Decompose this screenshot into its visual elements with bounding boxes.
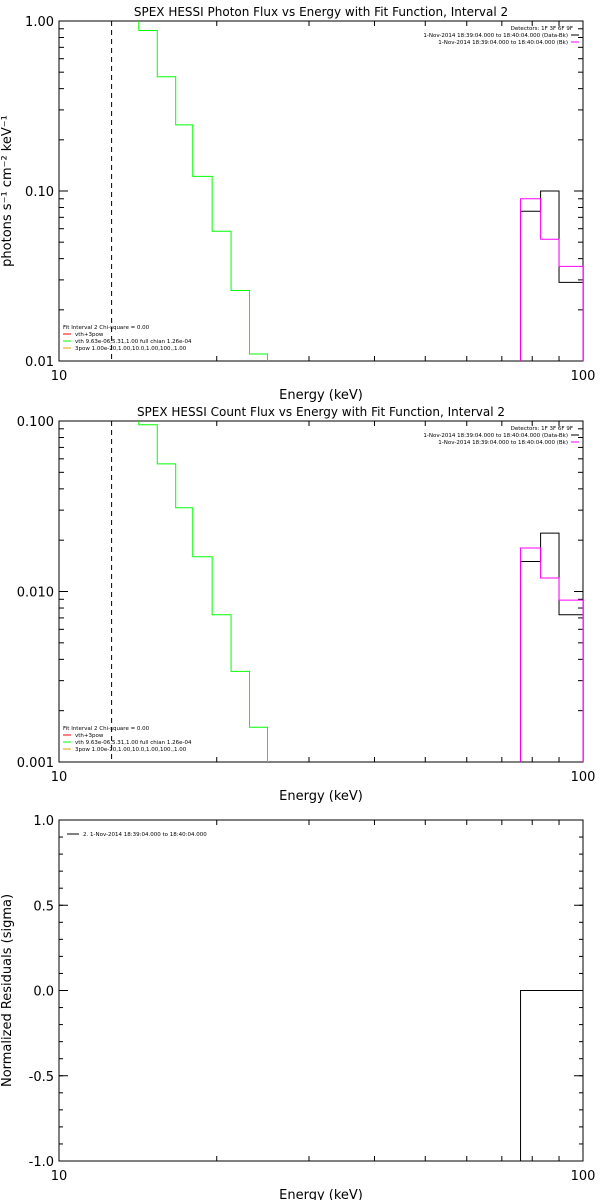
photon-fit-legend-entry: vth+3pow <box>75 332 104 338</box>
count-series-2-line <box>520 547 583 762</box>
count-series-1-line <box>520 532 583 762</box>
resid-y-tick-label: 0.0 <box>33 985 54 1000</box>
count-x-tick-label: 100 <box>571 770 596 785</box>
resid-y-axis-label: Normalized Residuals (sigma) <box>0 894 15 1087</box>
resid-series-0-line <box>520 990 583 1161</box>
photon-y-axis-label: photons s⁻¹ cm⁻² keV⁻¹ <box>0 115 15 267</box>
photon-x-tick-label: 100 <box>571 369 596 384</box>
count-y-tick-label: 0.010 <box>17 586 54 601</box>
count-axes-frame <box>58 420 584 763</box>
count-detectors-label: Detectors: 1F 3F 6F 9F <box>511 426 573 432</box>
resid-x-tick-label: 100 <box>571 1169 596 1184</box>
resid-axes-frame <box>58 819 584 1162</box>
photon-fit-legend-entry: Fit Interval 2 Chi-square = 0.00 <box>63 325 150 331</box>
count-fit-legend-entry: vth+3pow <box>75 733 104 739</box>
resid-legend-entry: 2. 1-Nov-2014 18:39:04.000 to 18:40:04.0… <box>83 832 207 838</box>
count-legend-entry: 1-Nov-2014 18:39:04.000 to 18:40:04.000 … <box>438 440 568 446</box>
photon-x-axis-label: Energy (keV) <box>279 388 363 403</box>
count-chart-title: SPEX HESSI Count Flux vs Energy with Fit… <box>137 405 505 419</box>
resid-x-axis-label: Energy (keV) <box>279 1188 363 1200</box>
resid-data-area <box>520 990 583 1161</box>
photon-y-tick-label: 0.01 <box>25 355 54 370</box>
photon-series-1-line <box>520 190 583 361</box>
photon-data-area <box>138 21 583 361</box>
resid-panel: 10 100 -1.0 -0.5 0.0 0.5 1.0 Energy (keV) Normal… <box>0 814 595 1200</box>
resid-y-tick-label: 0.5 <box>33 899 54 914</box>
count-x-axis-label: Energy (keV) <box>279 789 363 804</box>
photon-y-tick-label: 1.00 <box>25 15 54 30</box>
resid-y-tick-label: -1.0 <box>29 1155 54 1170</box>
count-fit-legend-entry: Fit Interval 2 Chi-square = 0.00 <box>63 726 150 732</box>
count-y-tick-label: 0.001 <box>17 756 54 771</box>
count-y-tick-label: 0.100 <box>17 415 54 430</box>
resid-x-tick-label: 10 <box>51 1169 68 1184</box>
resid-y-tick-label: 1.0 <box>33 814 54 829</box>
photon-legend-entry: 1-Nov-2014 18:39:04.000 to 18:40:04.000 … <box>423 33 568 39</box>
photon-series-2-line <box>520 198 583 361</box>
photon-axes-frame <box>58 20 584 362</box>
photon-detectors-label: Detectors: 1F 3F 6F 9F <box>511 26 573 32</box>
photon-fit-legend-entry: 3pow 1.00e-20,1.00,10.0,1.00,100.,1.00 <box>75 346 187 352</box>
photon-y-tick-label: 0.10 <box>25 185 54 200</box>
count-fit-legend-entry: 3pow 1.00e-20,1.00,10.0,1.00,100.,1.00 <box>75 747 187 753</box>
count-series-0-line <box>138 421 269 762</box>
photon-series-0-line <box>138 21 269 361</box>
photon-legend-entry: 1-Nov-2014 18:39:04.000 to 18:40:04.000 … <box>438 40 568 46</box>
photon-panel: SPEX HESSI Photon Flux vs Energy with Fi… <box>0 5 595 403</box>
count-panel: SPEX HESSI Count Flux vs Energy with Fit… <box>17 405 596 804</box>
resid-y-tick-label: -0.5 <box>29 1070 54 1085</box>
photon-x-tick-label: 10 <box>51 369 68 384</box>
photon-fit-legend-entry: vth 9.63e-06,5.31,1.00 full chian 1.26e-… <box>75 339 192 345</box>
count-x-tick-label: 10 <box>51 770 68 785</box>
count-legend-entry: 1-Nov-2014 18:39:04.000 to 18:40:04.000 … <box>423 433 568 439</box>
photon-chart-title: SPEX HESSI Photon Flux vs Energy with Fi… <box>134 5 508 19</box>
count-data-area <box>138 421 583 762</box>
count-fit-legend-entry: vth 9.63e-06,5.31,1.00 full chian 1.26e-… <box>75 740 192 746</box>
